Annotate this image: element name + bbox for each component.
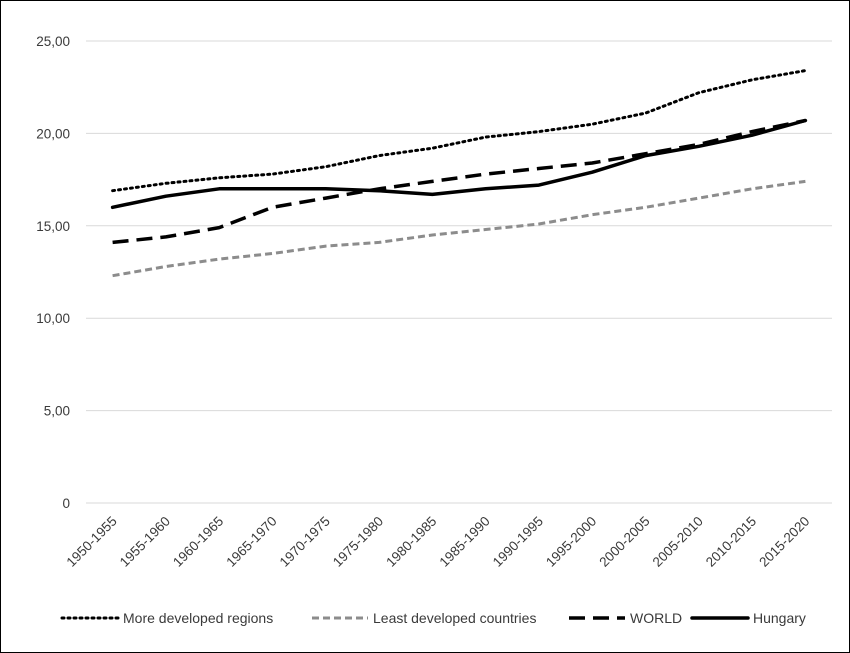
- x-tick-label: 1950-1955: [64, 514, 120, 570]
- series-line-hungary: [110, 118, 808, 210]
- legend-label-least-developed: Least developed countries: [373, 610, 536, 626]
- legend: More developed regions Least developed c…: [60, 610, 806, 626]
- x-tick-label: 1965-1970: [223, 514, 279, 570]
- legend-item-world: WORLD: [569, 610, 682, 626]
- y-tick-label: 0: [62, 496, 70, 511]
- y-tick-label: 5,00: [44, 404, 70, 419]
- legend-label-world: WORLD: [630, 610, 682, 626]
- x-tick-label: 1980-1985: [383, 514, 439, 570]
- x-tick-label: 2010-2015: [703, 514, 759, 570]
- legend-item-more-developed: More developed regions: [60, 610, 273, 626]
- x-tick-label: 1995-2000: [543, 514, 599, 570]
- y-tick-label: 25,00: [36, 34, 70, 49]
- legend-item-least-developed: Least developed countries: [312, 610, 536, 626]
- y-tick-label: 20,00: [36, 126, 70, 141]
- x-tick-label: 1990-1995: [490, 514, 546, 570]
- y-axis-ticks: 0 5,00 10,00 15,00 20,00 25,00: [36, 34, 70, 511]
- x-tick-label: 1955-1960: [117, 514, 173, 570]
- x-tick-label: 2015-2020: [756, 514, 812, 570]
- y-tick-label: 15,00: [36, 219, 70, 234]
- legend-item-hungary: Hungary: [690, 610, 806, 626]
- legend-label-hungary: Hungary: [753, 610, 806, 626]
- y-tick-label: 10,00: [36, 311, 70, 326]
- series-lines: [110, 69, 808, 278]
- x-tick-label: 1985-1990: [437, 514, 493, 570]
- x-axis-ticks: 1950-19551955-19601960-19651965-19701970…: [64, 514, 813, 570]
- legend-label-more-developed: More developed regions: [123, 610, 273, 626]
- series-line-least-developed-countries: [112, 179, 806, 278]
- x-tick-label: 1975-1980: [330, 514, 386, 570]
- x-tick-label: 1970-1975: [277, 514, 333, 570]
- gridlines: [86, 40, 832, 504]
- x-tick-label: 2000-2005: [596, 514, 652, 570]
- x-tick-label: 2005-2010: [650, 514, 706, 570]
- x-tick-label: 1960-1965: [170, 514, 226, 570]
- series-line-more-developed-regions: [111, 69, 807, 193]
- series-line-world: [112, 118, 806, 245]
